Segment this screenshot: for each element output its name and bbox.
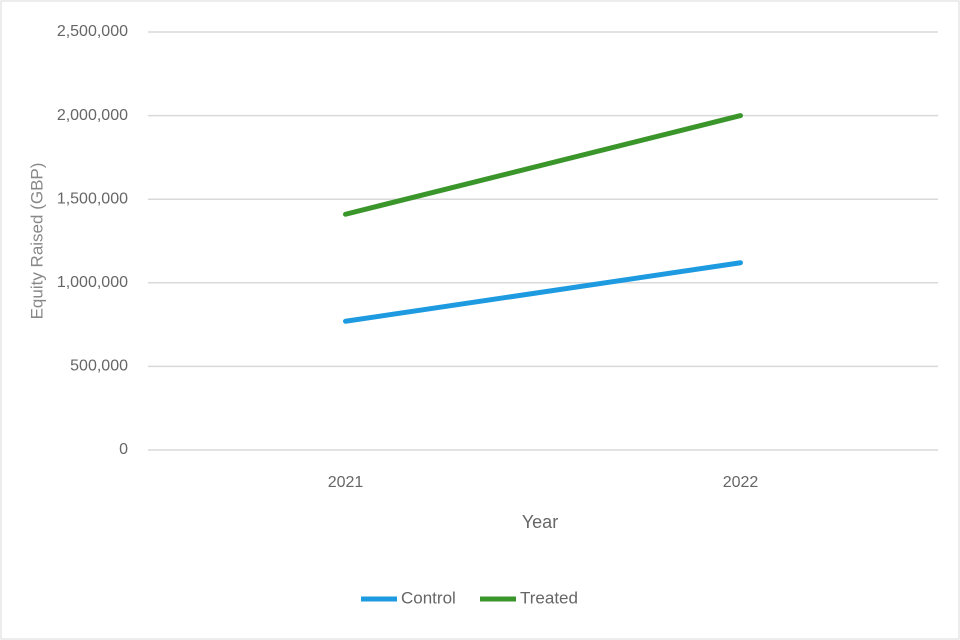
y-tick-label: 1,000,000 (57, 274, 128, 291)
y-axis-title: Equity Raised (GBP) (27, 163, 46, 320)
x-axis-title: Year (522, 512, 558, 532)
y-tick-label: 2,500,000 (57, 23, 128, 40)
series-line (343, 260, 743, 324)
y-tick-label: 2,000,000 (57, 107, 128, 124)
y-tick-label: 500,000 (70, 358, 128, 375)
legend-label: Treated (520, 588, 578, 607)
y-tick-label: 0 (119, 441, 128, 458)
x-tick-label: 2021 (328, 474, 364, 491)
y-tick-label: 1,500,000 (57, 190, 128, 207)
series-line (343, 113, 743, 217)
legend-label: Control (401, 588, 456, 607)
x-tick-label: 2022 (723, 474, 759, 491)
